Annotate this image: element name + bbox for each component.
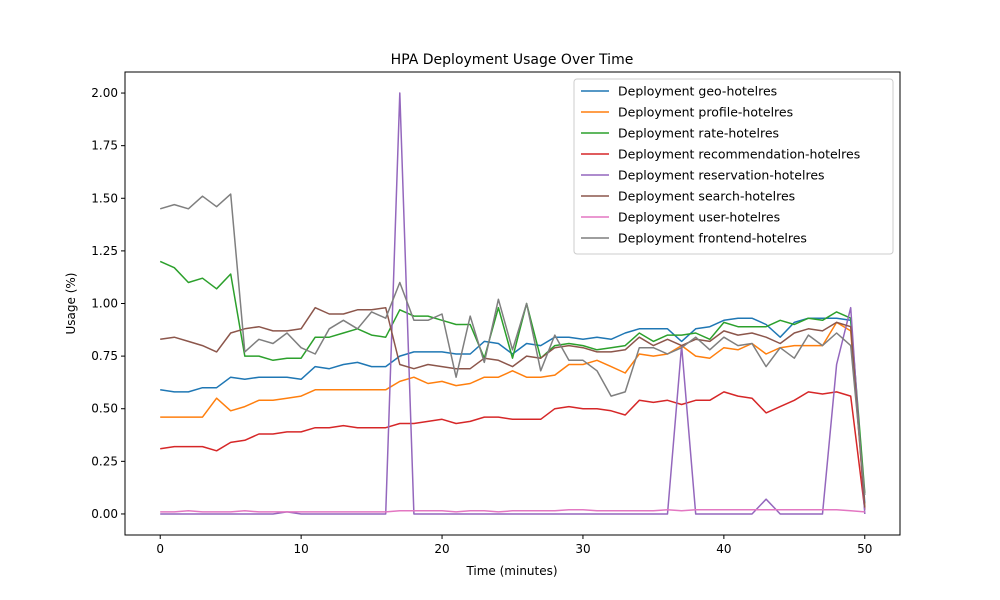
series-line-frontend-hotelres: [159, 193, 866, 496]
series-line-profile-hotelres: [160, 321, 866, 508]
series-line-geo-hotelres: [160, 317, 866, 504]
legend-box: [573, 78, 894, 255]
y-tick-label: 1.25: [91, 244, 118, 258]
legend-label-profile-hotelres: Deployment profile-hotelres: [618, 105, 793, 120]
y-axis-label: Usage (%): [64, 273, 78, 335]
y-tick-label: 0.50: [91, 402, 118, 416]
series-line-search-hotelres: [160, 306, 866, 508]
x-tick-label: 20: [434, 542, 449, 556]
y-tick-label: 0.75: [91, 349, 118, 363]
x-tick-label: 40: [716, 542, 731, 556]
x-tick-label: 50: [857, 542, 872, 556]
legend-label-rate-hotelres: Deployment rate-hotelres: [618, 126, 779, 141]
series-line-recommendation-hotelres: [160, 391, 866, 510]
legend-label-search-hotelres: Deployment search-hotelres: [618, 189, 795, 204]
y-tick-label: 2.00: [91, 86, 118, 100]
x-tick-label: 10: [293, 542, 308, 556]
y-tick-label: 0.25: [91, 454, 118, 468]
legend: Deployment geo-hotelres Deployment profil…: [573, 78, 894, 255]
x-tick-label: 30: [575, 542, 590, 556]
x-axis-label: Time (minutes): [465, 564, 557, 578]
y-tick-label: 1.00: [91, 297, 118, 311]
y-tick-label: 1.50: [91, 191, 118, 205]
series-line-user-hotelres: [160, 508, 865, 513]
legend-label-user-hotelres: Deployment user-hotelres: [618, 210, 780, 225]
x-axis: 0 10 20 30 40 50: [156, 535, 872, 556]
y-axis: 0.00 0.25 0.50 0.75 1.00 1.25 1.50 1.75 2.00: [91, 86, 125, 521]
legend-label-frontend-hotelres: Deployment frontend-hotelres: [618, 231, 807, 246]
series-line-reservation-hotelres: [160, 92, 866, 515]
series-layer: [159, 92, 866, 515]
y-tick-label: 0.00: [91, 507, 118, 521]
legend-label-reservation-hotelres: Deployment reservation-hotelres: [618, 168, 825, 183]
legend-label-recommendation-hotelres: Deployment recommendation-hotelres: [618, 147, 860, 162]
series-line-rate-hotelres: [159, 260, 866, 493]
legend-label-geo-hotelres: Deployment geo-hotelres: [618, 84, 777, 99]
y-tick-label: 1.75: [91, 139, 118, 153]
x-tick-label: 0: [156, 542, 164, 556]
chart-title: HPA Deployment Usage Over Time: [391, 52, 634, 68]
